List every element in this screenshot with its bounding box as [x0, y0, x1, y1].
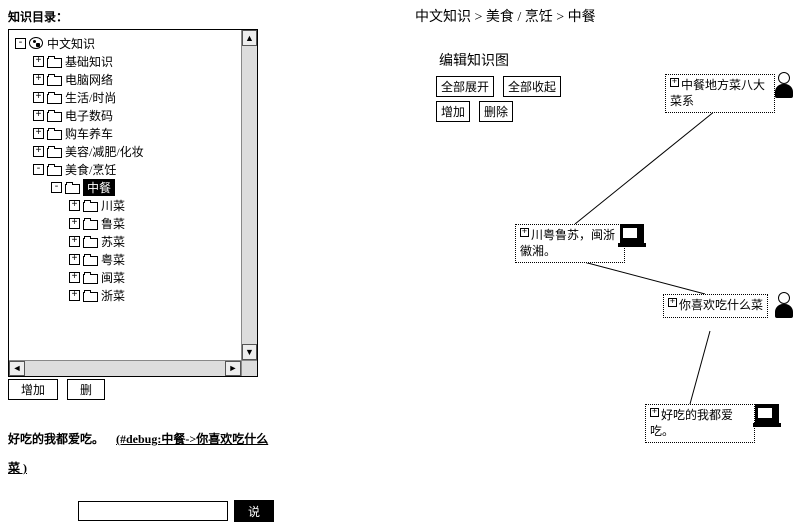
graph-node-n3[interactable]: +你喜欢吃什么菜: [663, 294, 768, 318]
debug-suffix[interactable]: 菜 ): [8, 461, 27, 475]
folder-icon: [47, 146, 61, 157]
node-expand-icon[interactable]: +: [668, 298, 677, 307]
folder-icon: [47, 128, 61, 139]
globe-icon: [29, 37, 43, 49]
tree-scrollbar-horizontal[interactable]: ◄ ►: [9, 360, 241, 376]
folder-icon: [47, 164, 61, 175]
tree-node-label[interactable]: 闽菜: [101, 269, 125, 286]
tree-add-button[interactable]: 增加: [8, 379, 58, 400]
tree-node-label[interactable]: 粤菜: [101, 251, 125, 268]
folder-icon: [83, 200, 97, 211]
scroll-left-icon[interactable]: ◄: [9, 361, 25, 376]
tree-node-food[interactable]: - 中餐: [11, 178, 255, 196]
expand-toggle-icon[interactable]: +: [33, 74, 44, 85]
folder-icon: [83, 272, 97, 283]
right-panel: 中文知识 > 美食 / 烹饪 > 中餐 编辑知识图 全部展开 全部收起 增加 删…: [415, 6, 795, 124]
tree-title: 知识目录：: [8, 8, 278, 25]
tree-node-label[interactable]: 电子数码: [65, 107, 113, 124]
node-expand-icon[interactable]: +: [650, 408, 659, 417]
scroll-right-icon[interactable]: ►: [225, 361, 241, 376]
node-expand-icon[interactable]: +: [520, 228, 529, 237]
expand-toggle-icon[interactable]: +: [33, 146, 44, 157]
tree-node-cuisine-0[interactable]: + 川菜: [11, 196, 255, 214]
tree-node-label[interactable]: 鲁菜: [101, 215, 125, 232]
expand-toggle-icon[interactable]: -: [15, 38, 26, 49]
tree-node-label[interactable]: 购车养车: [65, 125, 113, 142]
user-avatar-icon: [773, 72, 795, 98]
graph-node-n2[interactable]: +川粤鲁苏，闽浙徽湘。: [515, 224, 625, 263]
bot-avatar-icon: [620, 224, 644, 244]
chat-submit-button[interactable]: 说: [234, 500, 274, 522]
expand-toggle-icon[interactable]: +: [33, 56, 44, 67]
debug-link[interactable]: (#debug:中餐->你喜欢吃什么: [116, 432, 268, 446]
tree-node-label[interactable]: 美食/烹饪: [65, 161, 116, 178]
tree-node-cuisine-4[interactable]: + 闽菜: [11, 268, 255, 286]
left-panel: 知识目录： -中文知识+基础知识+电脑网络+生活/时尚+电子数码+购车养车+美容…: [8, 8, 278, 522]
tree-node-cuisine-5[interactable]: + 浙菜: [11, 286, 255, 304]
tree-node-l1-0[interactable]: + 基础知识: [11, 52, 255, 70]
tree-node-l1-6[interactable]: - 美食/烹饪: [11, 160, 255, 178]
tree-node-l1-3[interactable]: + 电子数码: [11, 106, 255, 124]
expand-toggle-icon[interactable]: +: [33, 110, 44, 121]
folder-icon: [47, 92, 61, 103]
node-expand-icon[interactable]: +: [670, 78, 679, 87]
expand-toggle-icon[interactable]: +: [69, 218, 80, 229]
scroll-down-icon[interactable]: ▼: [242, 344, 257, 360]
expand-toggle-icon[interactable]: +: [69, 272, 80, 283]
tree-delete-button[interactable]: 删: [67, 379, 105, 400]
debug-line: 好吃的我都爱吃。 (#debug:中餐->你喜欢吃什么 菜 ): [8, 430, 278, 476]
graph-node-text: 中餐地方菜八大菜系: [670, 78, 765, 108]
tree-node-label[interactable]: 浙菜: [101, 287, 125, 304]
tree-view: -中文知识+基础知识+电脑网络+生活/时尚+电子数码+购车养车+美容/减肥/化妆…: [8, 29, 258, 377]
tree-node-label[interactable]: 基础知识: [65, 53, 113, 70]
knowledge-graph: +中餐地方菜八大菜系+川粤鲁苏，闽浙徽湘。+你喜欢吃什么菜+好吃的我都爱吃。: [415, 56, 800, 476]
expand-toggle-icon[interactable]: +: [69, 254, 80, 265]
graph-node-n1[interactable]: +中餐地方菜八大菜系: [665, 74, 775, 113]
tree-node-l1-1[interactable]: + 电脑网络: [11, 70, 255, 88]
folder-icon: [65, 182, 79, 193]
graph-node-n4[interactable]: +好吃的我都爱吃。: [645, 404, 755, 443]
scroll-corner: [241, 360, 257, 376]
expand-toggle-icon[interactable]: +: [69, 290, 80, 301]
tree-node-l1-4[interactable]: + 购车养车: [11, 124, 255, 142]
debug-prefix: 好吃的我都爱吃。: [8, 432, 104, 446]
tree-node-cuisine-1[interactable]: + 鲁菜: [11, 214, 255, 232]
tree-scrollbar-vertical[interactable]: ▲ ▼: [241, 30, 257, 360]
expand-toggle-icon[interactable]: +: [33, 128, 44, 139]
tree-node-l1-2[interactable]: + 生活/时尚: [11, 88, 255, 106]
tree-node-cuisine-2[interactable]: + 苏菜: [11, 232, 255, 250]
input-row: 说: [8, 500, 278, 522]
tree-buttons: 增加 删: [8, 379, 278, 400]
folder-icon: [83, 236, 97, 247]
chat-input[interactable]: [78, 501, 228, 521]
tree-node-l1-5[interactable]: + 美容/减肥/化妆: [11, 142, 255, 160]
scroll-up-icon[interactable]: ▲: [242, 30, 257, 46]
expand-toggle-icon[interactable]: +: [33, 92, 44, 103]
folder-icon: [83, 218, 97, 229]
tree-root[interactable]: - 中文知识: [11, 34, 255, 52]
folder-icon: [47, 110, 61, 121]
user-avatar-icon: [773, 292, 795, 318]
tree-node-label[interactable]: 生活/时尚: [65, 89, 116, 106]
tree-node-label[interactable]: 中文知识: [47, 35, 95, 52]
bot-avatar-icon: [755, 404, 779, 424]
tree-node-label[interactable]: 美容/减肥/化妆: [65, 143, 144, 160]
expand-toggle-icon[interactable]: -: [51, 182, 62, 193]
tree-node-label[interactable]: 电脑网络: [65, 71, 113, 88]
graph-node-text: 好吃的我都爱吃。: [650, 408, 733, 438]
folder-icon: [83, 290, 97, 301]
expand-toggle-icon[interactable]: +: [69, 200, 80, 211]
folder-icon: [47, 56, 61, 67]
expand-toggle-icon[interactable]: -: [33, 164, 44, 175]
folder-icon: [47, 74, 61, 85]
expand-toggle-icon[interactable]: +: [69, 236, 80, 247]
folder-icon: [83, 254, 97, 265]
breadcrumb: 中文知识 > 美食 / 烹饪 > 中餐: [415, 6, 795, 26]
tree-node-label[interactable]: 川菜: [101, 197, 125, 214]
tree-node-label[interactable]: 中餐: [83, 179, 115, 196]
tree-node-cuisine-3[interactable]: + 粤菜: [11, 250, 255, 268]
tree-node-label[interactable]: 苏菜: [101, 233, 125, 250]
graph-node-text: 川粤鲁苏，闽浙徽湘。: [520, 228, 615, 258]
graph-node-text: 你喜欢吃什么菜: [679, 298, 763, 312]
